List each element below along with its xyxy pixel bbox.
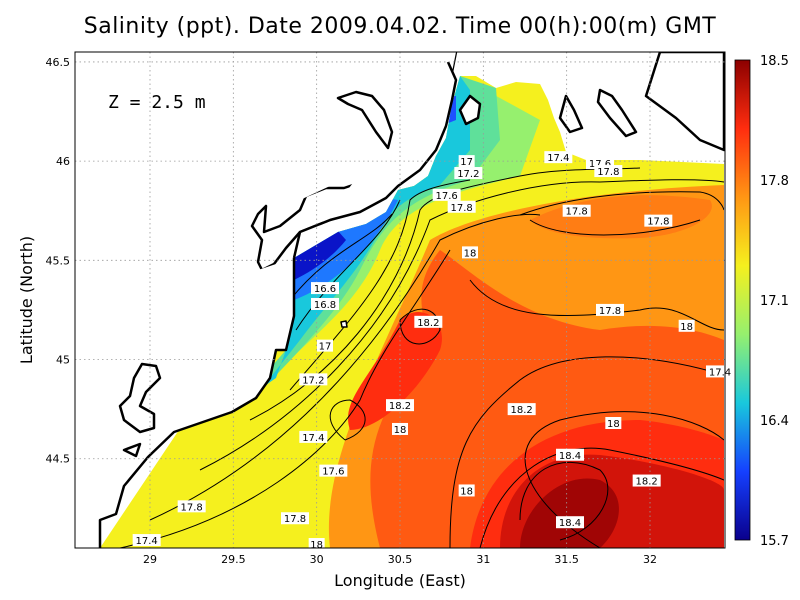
- colorbar-tick-label: 17.1: [760, 294, 789, 309]
- x-tick-label: 31.5: [554, 553, 579, 566]
- contour-label: 17.8: [281, 512, 309, 525]
- y-axis-label: Latitude (North): [17, 236, 36, 364]
- colorbar-tick-label: 15.7: [760, 534, 789, 549]
- y-tick-label: 46: [56, 155, 70, 168]
- x-tick-label: 29: [143, 553, 157, 566]
- svg-text:17.6: 17.6: [589, 159, 611, 170]
- contour-label: 17.8: [447, 200, 476, 214]
- x-axis-label: Longitude (East): [334, 571, 466, 590]
- svg-text:18.2: 18.2: [636, 477, 658, 488]
- svg-text:17.4: 17.4: [547, 153, 569, 164]
- contour-label: 18.4: [556, 516, 584, 529]
- svg-text:17: 17: [460, 157, 473, 168]
- svg-text:17.2: 17.2: [457, 169, 479, 180]
- contour-label: 17.8: [594, 165, 623, 178]
- svg-text:17.8: 17.8: [284, 514, 306, 525]
- svg-text:18: 18: [680, 322, 693, 333]
- contour-lines: [119, 167, 724, 548]
- contour-label: 17.8: [644, 214, 673, 228]
- x-tick-label: 30.5: [388, 553, 413, 566]
- contour-label: 17.2: [299, 373, 328, 386]
- colorbar-tick-label: 16.4: [760, 414, 789, 429]
- svg-text:18: 18: [460, 486, 473, 497]
- svg-text:17.8: 17.8: [599, 306, 621, 317]
- svg-text:18.2: 18.2: [511, 405, 533, 416]
- colorbar: [734, 59, 751, 541]
- svg-text:17.8: 17.8: [597, 167, 619, 178]
- contour-label: 18.2: [632, 474, 661, 488]
- x-axis-ticks: 29 29.5 30 30.5 31 31.5 32: [143, 553, 657, 566]
- contour-label: 18: [462, 246, 478, 259]
- chart-title: Salinity (ppt). Date 2009.04.02. Time 00…: [83, 14, 717, 39]
- svg-text:17.8: 17.8: [181, 502, 203, 513]
- contour-label: 17.6: [432, 188, 461, 202]
- contour-label: 18.4: [556, 448, 584, 462]
- x-tick-label: 29.5: [221, 553, 246, 566]
- contour-label: 16.8: [311, 297, 339, 311]
- svg-text:17.4: 17.4: [709, 367, 731, 378]
- contour-label: 18.2: [414, 315, 443, 329]
- contour-label: 17.4: [299, 430, 328, 444]
- svg-text:17.2: 17.2: [302, 375, 324, 386]
- y-tick-label: 46.5: [46, 56, 71, 69]
- contour-label: 16.6: [311, 282, 339, 295]
- svg-text:18: 18: [464, 248, 477, 259]
- x-tick-label: 32: [643, 553, 657, 566]
- contour-label: 18: [392, 422, 408, 436]
- contour-label: 17.6: [319, 464, 348, 478]
- contour-label: 18.2: [386, 399, 414, 412]
- contour-label: 17: [317, 339, 333, 353]
- colorbar-tick-label: 17.8: [760, 174, 789, 189]
- svg-text:16.8: 16.8: [314, 300, 336, 311]
- svg-text:17.4: 17.4: [136, 536, 158, 547]
- svg-text:18: 18: [310, 540, 323, 551]
- plot-frame: [74, 51, 726, 549]
- svg-text:17.8: 17.8: [451, 203, 473, 214]
- svg-text:18: 18: [607, 419, 620, 430]
- y-tick-label: 45.5: [46, 254, 71, 267]
- contour-label: 17.4: [544, 151, 573, 164]
- grid-lines: [75, 52, 725, 548]
- contour-label: 18: [678, 319, 695, 333]
- depth-annotation: Z = 2.5 m: [108, 92, 206, 113]
- colorbar-ticks: 18.5 17.8 17.1 16.4 15.7: [760, 54, 789, 549]
- contour-label: 18: [605, 417, 622, 430]
- colorbar-tick-label: 18.5: [760, 54, 789, 69]
- coastline: [75, 52, 725, 548]
- svg-text:17: 17: [319, 342, 332, 353]
- contour-label: 17: [458, 155, 475, 168]
- svg-text:18.2: 18.2: [417, 318, 439, 329]
- contour-label: 18.2: [507, 403, 536, 416]
- contour-label: 17.8: [177, 500, 206, 513]
- contour-label: 17.2: [454, 167, 483, 180]
- svg-text:16.6: 16.6: [314, 284, 336, 295]
- y-tick-label: 45: [56, 354, 70, 367]
- svg-text:17.8: 17.8: [566, 207, 588, 218]
- x-tick-label: 31: [476, 553, 490, 566]
- svg-text:18.2: 18.2: [389, 401, 411, 412]
- x-tick-label: 30: [310, 553, 324, 566]
- svg-text:17.6: 17.6: [322, 467, 344, 478]
- y-tick-label: 44.5: [46, 453, 71, 466]
- contour-label: 18: [458, 484, 475, 497]
- contour-label: 17.4: [706, 365, 734, 378]
- contour-label: 17.8: [562, 204, 591, 218]
- contour-label: 17.8: [596, 303, 624, 317]
- svg-text:18: 18: [394, 425, 407, 436]
- contour-labels: 16.616.81717.217.417.617.81817.817.418.2…: [132, 151, 734, 551]
- contour-label: 18: [308, 538, 325, 551]
- svg-text:17.6: 17.6: [436, 191, 458, 202]
- svg-text:17.4: 17.4: [302, 433, 324, 444]
- contour-label: 17.4: [132, 534, 161, 547]
- svg-text:18.4: 18.4: [559, 451, 581, 462]
- svg-text:17.8: 17.8: [647, 217, 669, 228]
- y-axis-ticks: 44.5 45 45.5 46 46.5: [46, 56, 71, 466]
- svg-text:18.4: 18.4: [559, 518, 581, 529]
